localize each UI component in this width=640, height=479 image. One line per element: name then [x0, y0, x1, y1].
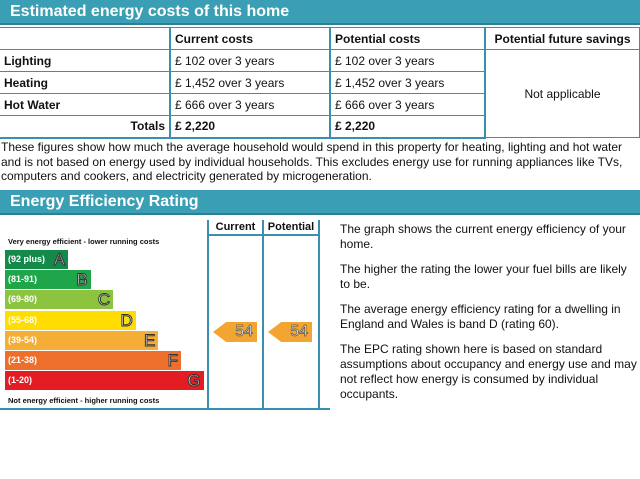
rating-explanation: The graph shows the current energy effic…	[340, 222, 640, 412]
costs-note: These figures show how much the average …	[1, 140, 623, 183]
costs-table: Current costs Potential costs Potential …	[0, 27, 640, 139]
band-e: (39-54) E	[5, 330, 159, 350]
band-f: (21-38) F	[5, 351, 181, 371]
band-letter: G	[187, 371, 201, 391]
explanation-paragraph: The EPC rating shown here is based on st…	[340, 342, 637, 401]
potential-cost: £ 666 over 3 years	[329, 93, 486, 116]
potential-column-header: Potential	[267, 221, 315, 233]
potential-rating-arrow: 54	[268, 322, 312, 342]
totals-row: Totals £ 2,220 £ 2,220	[0, 115, 640, 139]
band-range: (69-80)	[8, 294, 38, 305]
divider	[207, 220, 209, 408]
bottom-label: Not energy efficient - higher running co…	[8, 396, 160, 405]
band-letter: A	[53, 250, 65, 270]
rating-chart: Current Potential Very energy efficient …	[0, 216, 330, 410]
band-g: (1-20) G	[5, 371, 204, 391]
totals-label: Totals	[0, 115, 171, 139]
row-label: Lighting	[0, 49, 171, 72]
row-label: Heating	[0, 71, 171, 94]
band-letter: E	[144, 330, 156, 350]
total-potential: £ 2,220	[329, 115, 486, 139]
band-range: (55-68)	[8, 314, 38, 325]
divider	[318, 220, 320, 408]
potential-cost: £ 102 over 3 years	[329, 49, 486, 72]
current-cost: £ 1,452 over 3 years	[169, 71, 331, 94]
costs-header: Estimated energy costs of this home	[0, 0, 640, 25]
table-header-row: Current costs Potential costs Potential …	[0, 27, 640, 50]
band-range: (81-91)	[8, 274, 38, 285]
band-b: (81-91) B	[5, 270, 91, 290]
band-letter: D	[120, 310, 133, 330]
current-rating-arrow: 54	[213, 322, 257, 342]
divider	[262, 220, 264, 408]
band-letter: B	[76, 270, 88, 290]
band-range: (21-38)	[8, 355, 38, 365]
band-d: (55-68) D	[5, 310, 136, 330]
header-blank	[0, 27, 171, 50]
band-range: (1-20)	[8, 375, 33, 386]
explanation-paragraph: The graph shows the current energy effic…	[340, 222, 626, 251]
band-range: (39-54)	[8, 334, 38, 345]
top-label: Very energy efficient - lower running co…	[8, 237, 160, 246]
divider	[207, 234, 320, 236]
total-current: £ 2,220	[169, 115, 331, 139]
band-c: (69-80) C	[5, 290, 114, 310]
table-row: Hot Water £ 666 over 3 years £ 666 over …	[0, 93, 640, 116]
current-column-header: Current	[215, 221, 256, 233]
band-range: (92 plus)	[8, 254, 46, 264]
header-savings: Potential future savings	[484, 27, 640, 50]
header-potential: Potential costs	[329, 27, 486, 50]
explanation-paragraph: The higher the rating the lower your fue…	[340, 262, 627, 291]
current-cost: £ 666 over 3 years	[169, 93, 331, 116]
savings-value: Not applicable	[484, 49, 640, 138]
potential-cost: £ 1,452 over 3 years	[329, 71, 486, 94]
row-label: Hot Water	[0, 93, 171, 116]
rating-header: Energy Efficiency Rating	[0, 190, 640, 215]
band-letter: C	[97, 290, 111, 310]
explanation-paragraph: The average energy efficiency rating for…	[340, 302, 621, 331]
header-current: Current costs	[169, 27, 331, 50]
table-row: Lighting £ 102 over 3 years £ 102 over 3…	[0, 49, 640, 138]
band-letter: F	[167, 351, 178, 371]
current-cost: £ 102 over 3 years	[169, 49, 331, 72]
band-a: (92 plus) A	[5, 250, 68, 270]
